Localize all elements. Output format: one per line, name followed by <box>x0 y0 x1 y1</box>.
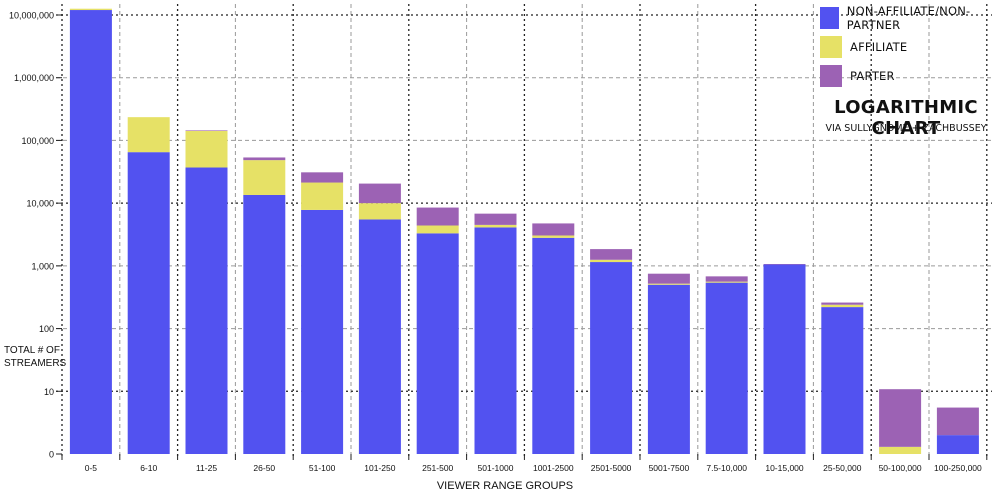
bar-segment-non-affiliate <box>590 262 633 454</box>
legend-item-partner: PARTER <box>820 62 998 90</box>
bar-segment-partner <box>416 207 459 226</box>
y-tick-label: 100 <box>39 324 54 334</box>
bar-segment-partner <box>879 389 922 447</box>
bar-segment-partner <box>936 407 979 436</box>
bar-segment-partner <box>185 130 228 131</box>
bar-segment-affiliate <box>532 235 575 238</box>
bar-segment-partner <box>705 276 748 282</box>
bar-segment-affiliate <box>821 304 864 308</box>
bar-segment-non-affiliate <box>532 237 575 454</box>
bar-segment-partner <box>532 223 575 236</box>
y-tick-label: 10,000 <box>26 199 54 209</box>
x-tick-label: 26-50 <box>253 463 275 473</box>
bar-segment-non-affiliate <box>127 152 170 455</box>
bar-segment-non-affiliate <box>936 435 979 454</box>
legend-item-affiliate: AFFILIATE <box>820 33 998 61</box>
legend-swatch-partner <box>820 65 842 87</box>
x-tick-label: 501-1000 <box>478 463 514 473</box>
y-tick-label: 1,000,000 <box>14 73 54 83</box>
legend: NON-AFFILIATE/NON-PARTNER AFFILIATE PART… <box>820 4 998 91</box>
bar-segment-partner <box>301 172 344 183</box>
bar-segment-non-affiliate <box>358 219 401 454</box>
bar-segment-affiliate <box>185 130 228 168</box>
y-tick-label: 0 <box>49 450 54 460</box>
x-tick-label: 25-50,000 <box>823 463 862 473</box>
x-tick-label: 11-25 <box>196 463 217 473</box>
bar-segment-affiliate <box>243 160 286 195</box>
bar-segment-partner <box>821 302 864 305</box>
x-tick-label: 50-100,000 <box>879 463 922 473</box>
bar-segment-affiliate <box>301 182 344 210</box>
bar-segment-affiliate <box>416 225 459 234</box>
legend-label-affiliate: AFFILIATE <box>850 40 908 54</box>
axes: 0 10 100 1,000 10,000 100,000 1,000,000 10,000,… <box>9 11 988 473</box>
bar-segment-non-affiliate <box>647 284 690 454</box>
y-tick-label: 10 <box>44 387 54 397</box>
bar-segment-partner <box>647 273 690 284</box>
chart-title: LOGARITHMIC CHART <box>834 97 978 139</box>
x-tick-label: 51-100 <box>309 463 336 473</box>
bar-segment-affiliate <box>358 203 401 220</box>
bar-segment-non-affiliate <box>763 264 806 454</box>
bar-segment-partner <box>590 249 633 260</box>
bar-segment-affiliate <box>590 259 633 263</box>
bar-segment-partner <box>474 213 517 225</box>
bars <box>69 8 979 455</box>
bar-segment-non-affiliate <box>185 167 228 455</box>
y-axis-label: TOTAL # OF STREAMERS <box>4 345 67 369</box>
bar-segment-affiliate <box>879 446 922 454</box>
x-tick-label: 101-250 <box>364 463 395 473</box>
y-tick-label: 100,000 <box>21 136 54 146</box>
bar-segment-partner <box>763 264 806 265</box>
bar-segment-affiliate <box>69 8 112 11</box>
bar-segment-non-affiliate <box>69 10 112 454</box>
legend-label-non-affiliate: NON-AFFILIATE/NON-PARTNER <box>846 4 971 32</box>
bar-segment-partner <box>358 183 401 204</box>
x-tick-label: 10-15,000 <box>765 463 804 473</box>
y-tick-label: 1,000 <box>31 261 54 271</box>
bar-segment-affiliate <box>474 224 517 228</box>
x-tick-label: 251-500 <box>422 463 453 473</box>
bar-segment-affiliate <box>127 117 170 153</box>
bar-segment-affiliate <box>705 281 748 283</box>
bar-segment-non-affiliate <box>301 209 344 454</box>
x-tick-label: 0-5 <box>85 463 98 473</box>
bar-segment-non-affiliate <box>705 282 748 454</box>
bar-segment-non-affiliate <box>821 307 864 454</box>
legend-swatch-affiliate <box>820 36 842 58</box>
x-tick-label: 6-10 <box>140 463 157 473</box>
x-axis-label: VIEWER RANGE GROUPS <box>437 480 573 492</box>
x-tick-label: 5001-7500 <box>649 463 690 473</box>
bar-segment-partner <box>243 157 286 161</box>
x-tick-label: 100-250,000 <box>934 463 982 473</box>
bar-segment-affiliate <box>647 283 690 285</box>
x-tick-label: 7.5-10,000 <box>706 463 747 473</box>
bar-segment-non-affiliate <box>416 233 459 454</box>
bar-segment-non-affiliate <box>474 227 517 454</box>
y-tick-label: 10,000,000 <box>9 11 54 21</box>
x-tick-label: 1001-2500 <box>533 463 574 473</box>
x-tick-label: 2501-5000 <box>591 463 632 473</box>
chart-subtitle: VIA SULLYGNOME + ZACHBUSSEY <box>825 123 987 134</box>
legend-swatch-non-affiliate <box>820 7 839 29</box>
legend-item-non-affiliate: NON-AFFILIATE/NON-PARTNER <box>820 4 998 32</box>
bar-segment-non-affiliate <box>243 194 286 455</box>
legend-label-partner: PARTER <box>850 69 895 83</box>
